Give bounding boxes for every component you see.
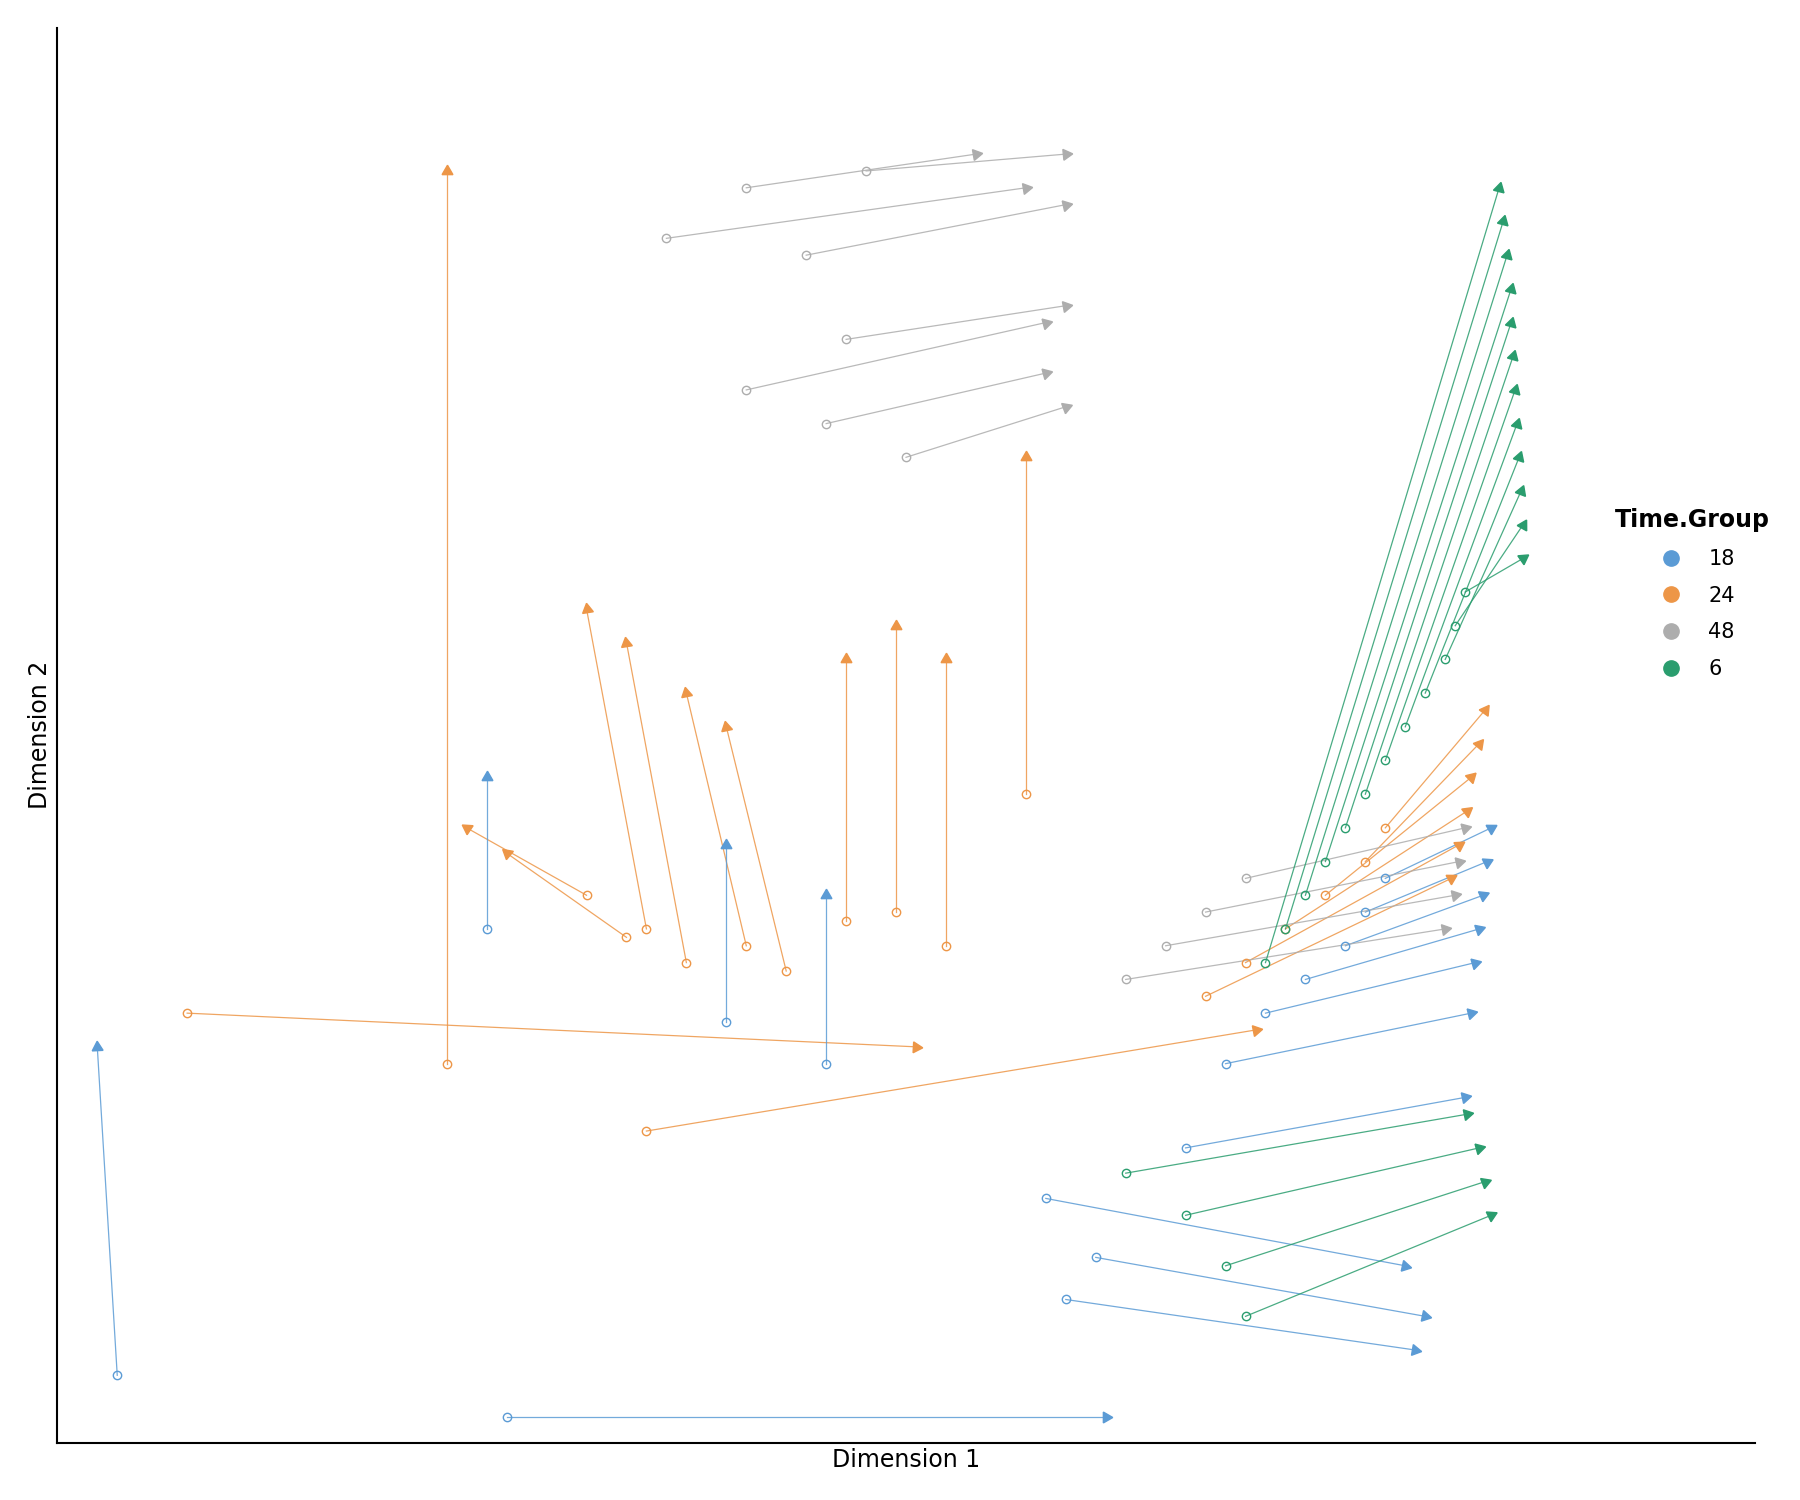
Y-axis label: Dimension 2: Dimension 2 [27, 662, 52, 810]
Legend: 18, 24, 48, 6: 18, 24, 48, 6 [1607, 500, 1778, 687]
X-axis label: Dimension 1: Dimension 1 [832, 1448, 979, 1472]
